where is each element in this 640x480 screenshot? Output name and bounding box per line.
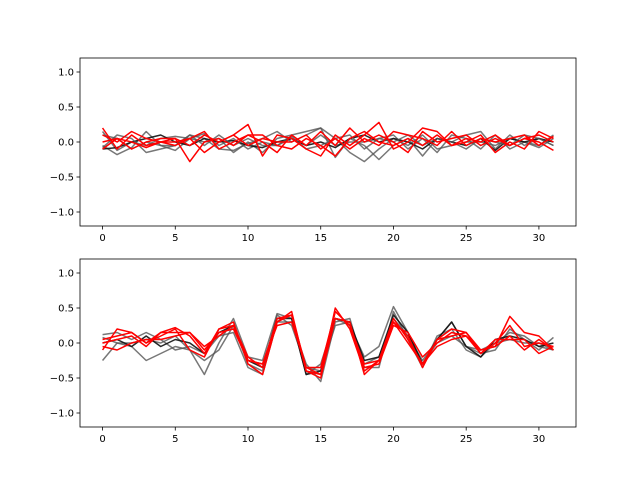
x-tick-label: 20 (387, 434, 400, 445)
series-line-3 (101, 131, 554, 154)
y-tick-label: −1.0 (50, 409, 74, 420)
x-tick-label: 25 (460, 233, 473, 244)
series-line-8 (102, 130, 554, 163)
x-tick-label: 10 (242, 434, 255, 445)
x-tick-label: 30 (533, 434, 546, 445)
y-tick-label: −0.5 (50, 374, 74, 385)
y-tick-label: 0.0 (58, 138, 74, 149)
x-tick-label: 20 (387, 233, 400, 244)
y-tick-label: 1.0 (58, 269, 74, 280)
subplot-1: 0 5 10 15 20 25 30 −1.0 −0.5 0.0 0.5 1.0 (50, 57, 577, 244)
y-tick-label: −1.0 (50, 208, 74, 219)
series-line-8 (102, 310, 554, 369)
series-line-9 (102, 130, 554, 154)
x-tick-label: 15 (314, 434, 327, 445)
x-tick-label: 0 (99, 434, 105, 445)
series-group (101, 121, 554, 163)
y-tick-label: 0.5 (58, 304, 74, 315)
x-tick-label: 5 (172, 233, 178, 244)
x-tick-label: 0 (99, 233, 105, 244)
series-line-6 (101, 121, 554, 157)
y-tick-label: 0.5 (58, 103, 74, 114)
x-tick-label: 30 (533, 233, 546, 244)
series-group (101, 305, 554, 383)
x-tick-label: 5 (172, 434, 178, 445)
y-tick-label: −0.5 (50, 173, 74, 184)
x-tick-label: 10 (242, 233, 255, 244)
series-line-7 (102, 310, 554, 376)
subplot-2: 0 5 10 15 20 25 30 −1.0 −0.5 0.0 0.5 1.0 (50, 258, 577, 445)
x-tick-label: 25 (460, 434, 473, 445)
x-tick-label: 15 (314, 233, 327, 244)
y-tick-label: 0.0 (58, 339, 74, 350)
y-tick-label: 1.0 (58, 68, 74, 79)
